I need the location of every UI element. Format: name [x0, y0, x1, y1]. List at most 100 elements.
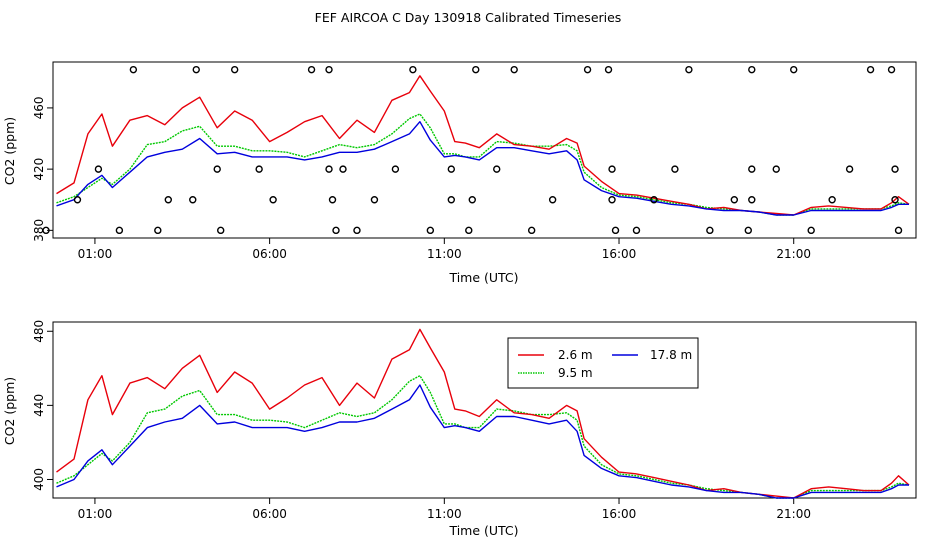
x-tick-label: 06:00: [252, 247, 287, 261]
flag-marker: [748, 165, 756, 173]
flag-marker: [730, 196, 739, 204]
flag-marker: [353, 226, 361, 235]
panel-bottom: 01:00 06:00 11:00 16:00 21:00 400 440 480 Time …: [2, 320, 917, 538]
flag-marker: [339, 165, 347, 173]
flag-marker: [608, 165, 616, 173]
legend-label-9-5m: 9.5 m: [558, 366, 593, 380]
flag-marker: [845, 165, 854, 173]
flag-marker: [164, 196, 172, 204]
legend-label-17-8m: 17.8 m: [650, 348, 692, 362]
legend-label-2-6m: 2.6 m: [558, 348, 593, 362]
x-tick-label: 16:00: [602, 247, 637, 261]
flag-marker: [230, 65, 239, 74]
flag-marker: [189, 196, 197, 204]
legend-box: [507, 337, 699, 389]
flag-marker: [608, 196, 616, 204]
flag-marker: [790, 65, 798, 74]
flag-marker: [325, 165, 333, 173]
flag-marker: [468, 196, 476, 204]
flag-marker: [748, 196, 756, 204]
x-tick-label: 01:00: [78, 507, 113, 521]
y-tick-label: 400: [32, 468, 46, 491]
y-tick-label: 460: [32, 96, 46, 119]
x-tick-label: 11:00: [427, 247, 462, 261]
flag-marker: [891, 165, 899, 173]
x-tick-label: 01:00: [78, 247, 113, 261]
y-tick-label: 480: [32, 320, 46, 343]
flag-marker: [604, 65, 613, 74]
flag-marker: [426, 226, 435, 235]
flag-marker: [583, 65, 592, 74]
flag-marker: [213, 165, 221, 173]
series-line-9-5-m-bottom: [56, 375, 910, 499]
chart-title: FEF AIRCOA C Day 130918 Calibrated Times…: [315, 10, 622, 25]
flag-marker: [632, 226, 641, 235]
y-axis-label-top: CO2 (ppm): [2, 117, 17, 185]
y-tick-label: 420: [32, 158, 46, 181]
tick-marks-top: 01:00 06:00 11:00 16:00 21:00 380 420 460: [32, 96, 811, 261]
flag-marker: [828, 196, 836, 204]
flag-marker: [493, 165, 501, 173]
tick-marks-bottom: 01:00 06:00 11:00 16:00 21:00 400 440 480: [32, 320, 811, 521]
plot-frame-top: [52, 61, 917, 239]
plot-frame-bottom: [52, 321, 917, 499]
x-tick-label: 11:00: [427, 507, 462, 521]
panel-top: 01:00 06:00 11:00 16:00 21:00 380 420 460 Time …: [2, 61, 917, 285]
flag-marker: [409, 65, 417, 74]
flag-marker: [370, 196, 379, 204]
flag-marker: [154, 226, 162, 235]
flag-marker: [269, 196, 277, 204]
flag-marker: [447, 196, 456, 204]
x-tick-label: 16:00: [602, 507, 637, 521]
flag-marker: [772, 165, 780, 173]
flag-marker: [255, 165, 263, 173]
flag-marker: [866, 65, 875, 74]
flag-marker: [472, 65, 480, 74]
flag-marker: [115, 226, 124, 235]
flag-marker: [42, 226, 50, 235]
y-tick-label: 380: [32, 219, 46, 242]
flag-marker: [217, 226, 225, 235]
flag-marker: [548, 196, 557, 204]
flag-marker: [129, 65, 138, 74]
flag-marker: [748, 65, 756, 74]
series-line-9-5-m-top: [56, 113, 910, 216]
flag-marker: [685, 65, 693, 74]
flag-marker: [744, 226, 752, 235]
series-line-2-6-m-top: [56, 75, 910, 216]
flag-marker: [671, 165, 679, 173]
flag-marker: [807, 226, 815, 235]
y-axis-label-bottom: CO2 (ppm): [2, 377, 17, 445]
flag-marker: [611, 226, 620, 235]
flag-marker: [447, 165, 456, 173]
flag-markers: [42, 65, 903, 235]
flag-marker: [510, 65, 518, 74]
flag-marker: [391, 165, 400, 173]
flag-marker: [706, 226, 714, 235]
flag-marker: [650, 196, 658, 204]
series-line-2-6-m-bottom: [56, 328, 910, 499]
x-axis-label-bottom: Time (UTC): [448, 523, 518, 538]
flag-marker: [328, 196, 337, 204]
flag-marker: [325, 65, 333, 74]
flag-marker: [894, 226, 903, 235]
flag-marker: [332, 226, 340, 235]
legend: 2.6 m 17.8 m 9.5 m: [507, 337, 699, 389]
x-axis-label-top: Time (UTC): [448, 270, 518, 285]
flag-marker: [887, 65, 896, 74]
flag-marker: [192, 65, 200, 74]
y-tick-label: 440: [32, 394, 46, 417]
series-line-17-8-m-top: [56, 120, 909, 216]
x-tick-label: 06:00: [252, 507, 287, 521]
series-lines-bottom: [56, 328, 910, 499]
flag-marker: [307, 65, 316, 74]
series-line-17-8-m-bottom: [56, 384, 909, 499]
flag-marker: [527, 226, 536, 235]
flag-marker: [94, 165, 103, 173]
flag-marker: [891, 196, 899, 204]
x-tick-label: 21:00: [776, 247, 811, 261]
flag-marker: [73, 196, 82, 204]
series-lines-top: [56, 75, 910, 216]
flag-marker: [465, 226, 473, 235]
